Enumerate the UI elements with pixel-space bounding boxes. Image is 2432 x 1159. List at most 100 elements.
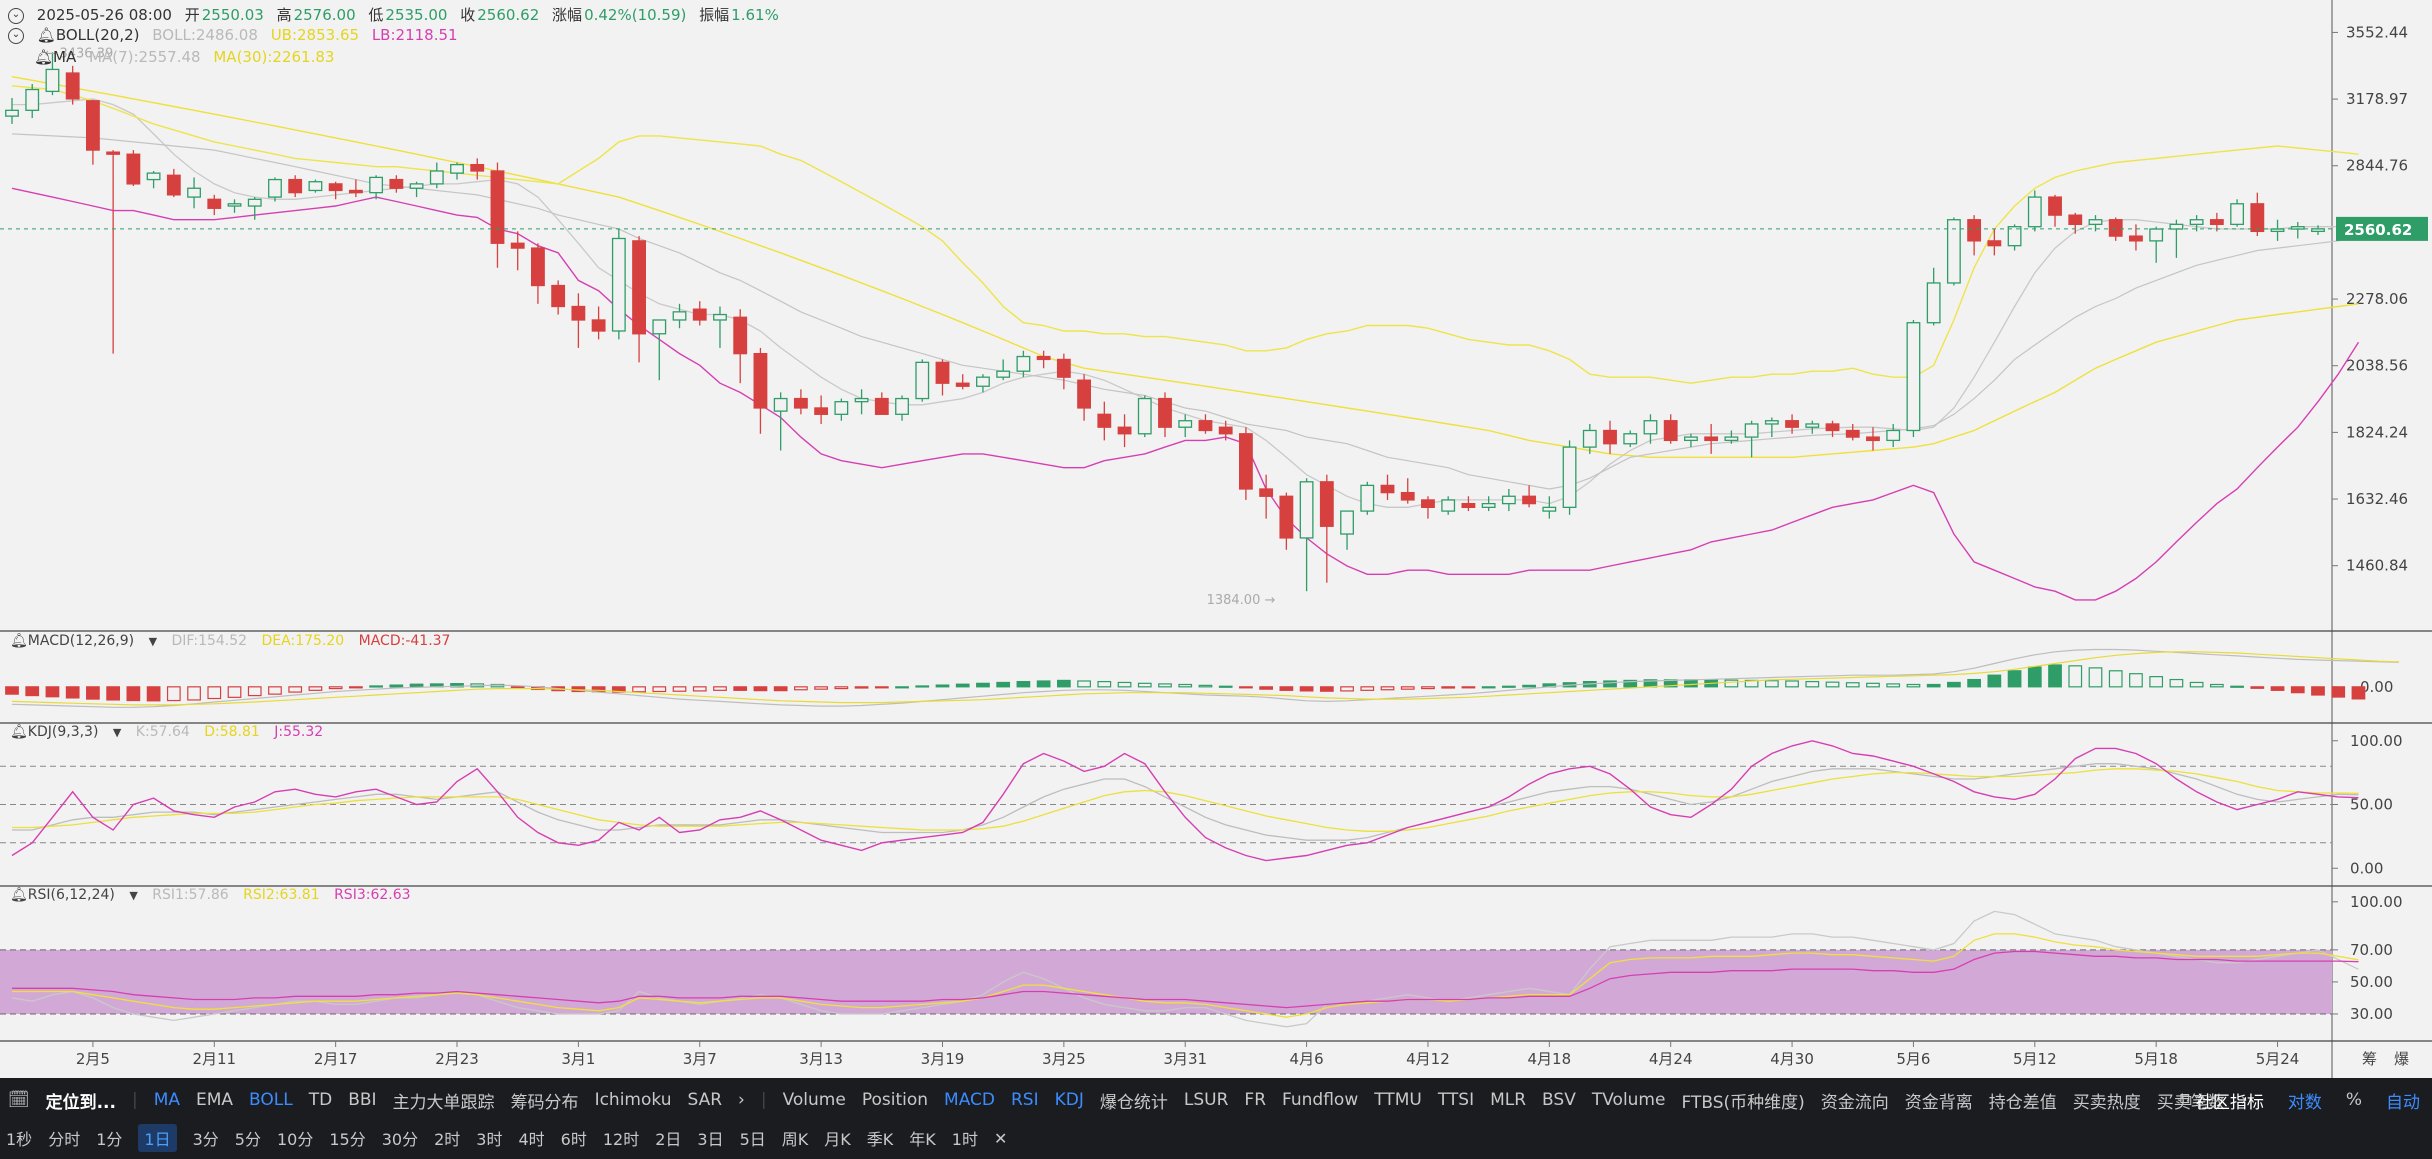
sub-indicator-14[interactable]: FTBS(币种维度) [1681, 1092, 1805, 1113]
liquidation-toggle[interactable]: 爆 [2394, 1050, 2409, 1068]
interval-10[interactable]: 3时 [476, 1130, 503, 1149]
interval-6[interactable]: 10分 [276, 1130, 314, 1149]
sub-indicator-1[interactable]: Position [861, 1090, 929, 1110]
dropdown-icon[interactable]: ▼ [112, 726, 122, 739]
candle-body [470, 163, 485, 172]
kdj-j-line [11, 740, 2359, 862]
main-indicator-7[interactable]: Ichimoku [594, 1090, 672, 1110]
dropdown-icon[interactable]: ▼ [148, 635, 158, 648]
percent-scale-button[interactable]: % [2345, 1090, 2362, 1110]
main-indicator-6[interactable]: 筹码分布 [510, 1092, 579, 1113]
interval-18[interactable]: 月K [824, 1130, 851, 1149]
sub-indicator-0[interactable]: Volume [782, 1090, 846, 1110]
macd-histogram-bar [895, 686, 909, 689]
sub-indicator-11[interactable]: MLR [1490, 1090, 1527, 1110]
bell-icon[interactable]: 🔔︎ [36, 26, 56, 44]
interval-8[interactable]: 30分 [381, 1130, 419, 1149]
main-indicator-8[interactable]: SAR [687, 1090, 723, 1110]
chip-distribution-toggle[interactable]: 筹 [2362, 1050, 2377, 1068]
sub-indicator-6[interactable]: LSUR [1183, 1090, 1229, 1110]
log-scale-button[interactable]: 对数 [2287, 1092, 2322, 1113]
sub-indicator-3[interactable]: RSI [1011, 1090, 1039, 1110]
macd-histogram-bar [126, 686, 141, 702]
candle-body [2270, 228, 2285, 233]
boll-mid-value: BOLL:2486.08 [152, 26, 258, 44]
candle-body [672, 311, 687, 321]
macd-name[interactable]: MACD(12,26,9) [27, 633, 135, 649]
sub-indicator-9[interactable]: TTMU [1374, 1090, 1422, 1110]
interval-16[interactable]: 5日 [739, 1130, 766, 1149]
sub-indicator-2[interactable]: MACD [944, 1090, 995, 1110]
community-indicators-button[interactable]: 社区指标 [2195, 1092, 2264, 1113]
collapse-icon[interactable]: ⌄ [8, 27, 24, 44]
locate-icon[interactable]: 🗓︎ [8, 1090, 30, 1110]
interval-5[interactable]: 5分 [234, 1130, 261, 1149]
interval-0[interactable]: 1秒 [6, 1130, 33, 1149]
main-indicator-3[interactable]: TD [308, 1090, 333, 1110]
date-tick-label: 2月11 [192, 1050, 236, 1068]
main-indicator-4[interactable]: BBI [348, 1090, 377, 1110]
locate-button[interactable]: 定位到... [45, 1092, 116, 1113]
sub-indicator-17[interactable]: 持仓差值 [1988, 1092, 2057, 1113]
macd-histogram-bar [1926, 683, 1941, 688]
date-tick-label: 5月6 [1896, 1050, 1930, 1068]
chart-area[interactable]: 3552.44 3178.97 2844.76 2278.06 2038.56 1824.… [0, 0, 2432, 1078]
interval-17[interactable]: 周K [781, 1130, 809, 1149]
auto-scale-button[interactable]: 自动 [2386, 1092, 2420, 1113]
sub-indicator-5[interactable]: 爆仓统计 [1099, 1092, 1168, 1113]
candle-body [1946, 219, 1961, 284]
interval-19[interactable]: 季K [866, 1130, 894, 1149]
chart-canvas[interactable]: 3552.44 3178.97 2844.76 2278.06 2038.56 1824.… [0, 0, 2432, 1078]
candle-body [1825, 423, 1840, 432]
macd-histogram-bar [1805, 680, 1820, 688]
ma-name[interactable]: MA [53, 48, 77, 66]
sub-indicator-7[interactable]: FR [1244, 1090, 1267, 1110]
macd-histogram-bar [672, 686, 687, 692]
candle-body [793, 397, 808, 409]
main-indicator-1[interactable]: EMA [196, 1090, 234, 1110]
candle-body [2088, 219, 2103, 226]
bell-icon[interactable]: 🔔︎ [10, 724, 28, 740]
sub-indicator-15[interactable]: 资金流向 [1820, 1092, 1889, 1113]
collapse-icon[interactable]: ⌄ [8, 7, 24, 24]
chevron-right-icon[interactable]: › [2240, 1090, 2248, 1110]
community-icon[interactable]: ⧉ [2179, 1090, 2192, 1110]
candle-body [5, 109, 19, 117]
bell-icon[interactable]: 🔔︎ [10, 633, 28, 649]
main-indicator-0[interactable]: MA [153, 1090, 180, 1110]
bell-icon[interactable]: 🔔︎ [34, 48, 54, 66]
sub-indicator-18[interactable]: 买卖热度 [2072, 1092, 2141, 1113]
interval-14[interactable]: 2日 [655, 1130, 682, 1149]
main-indicator-5[interactable]: 主力大单跟踪 [392, 1092, 495, 1113]
interval-13[interactable]: 12时 [602, 1130, 640, 1149]
main-indicator-2[interactable]: BOLL [249, 1090, 293, 1110]
interval-11[interactable]: 4时 [518, 1130, 545, 1149]
interval-2[interactable]: 1分 [96, 1130, 123, 1149]
sub-indicator-19[interactable]: 买卖笔数 [2156, 1092, 2225, 1113]
interval-12[interactable]: 6时 [560, 1130, 587, 1149]
sub-indicator-13[interactable]: TVolume [1591, 1090, 1666, 1110]
close-icon[interactable]: ✕ [993, 1128, 1008, 1148]
interval-20[interactable]: 年K [909, 1130, 936, 1149]
sub-indicator-8[interactable]: Fundflow [1282, 1090, 1359, 1110]
dropdown-icon[interactable]: ▼ [129, 889, 138, 902]
sub-indicator-10[interactable]: TTSI [1437, 1090, 1475, 1110]
sub-indicator-16[interactable]: 资金背离 [1904, 1092, 1973, 1113]
interval-15[interactable]: 3日 [697, 1130, 724, 1149]
boll-name[interactable]: BOLL(20,2) [55, 26, 140, 44]
bell-icon[interactable]: 🔔︎ [10, 887, 28, 903]
sub-indicator-4[interactable]: KDJ [1054, 1090, 1084, 1110]
interval-9[interactable]: 2时 [434, 1130, 461, 1149]
interval-7[interactable]: 15分 [329, 1130, 366, 1149]
chevron-right-icon[interactable]: › [738, 1090, 745, 1110]
macd-histogram-bar [389, 684, 404, 688]
interval-4[interactable]: 3分 [192, 1130, 219, 1149]
macd-histogram-bar [1764, 680, 1779, 688]
interval-21[interactable]: 1时 [951, 1130, 978, 1149]
interval-1[interactable]: 分时 [48, 1130, 81, 1149]
rsi-name[interactable]: RSI(6,12,24) [27, 887, 115, 903]
sub-indicator-12[interactable]: BSV [1542, 1090, 1576, 1110]
kdj-name[interactable]: KDJ(9,3,3) [27, 724, 99, 740]
candle-body [1117, 426, 1132, 435]
interval-3[interactable]: 1日 [138, 1124, 177, 1152]
